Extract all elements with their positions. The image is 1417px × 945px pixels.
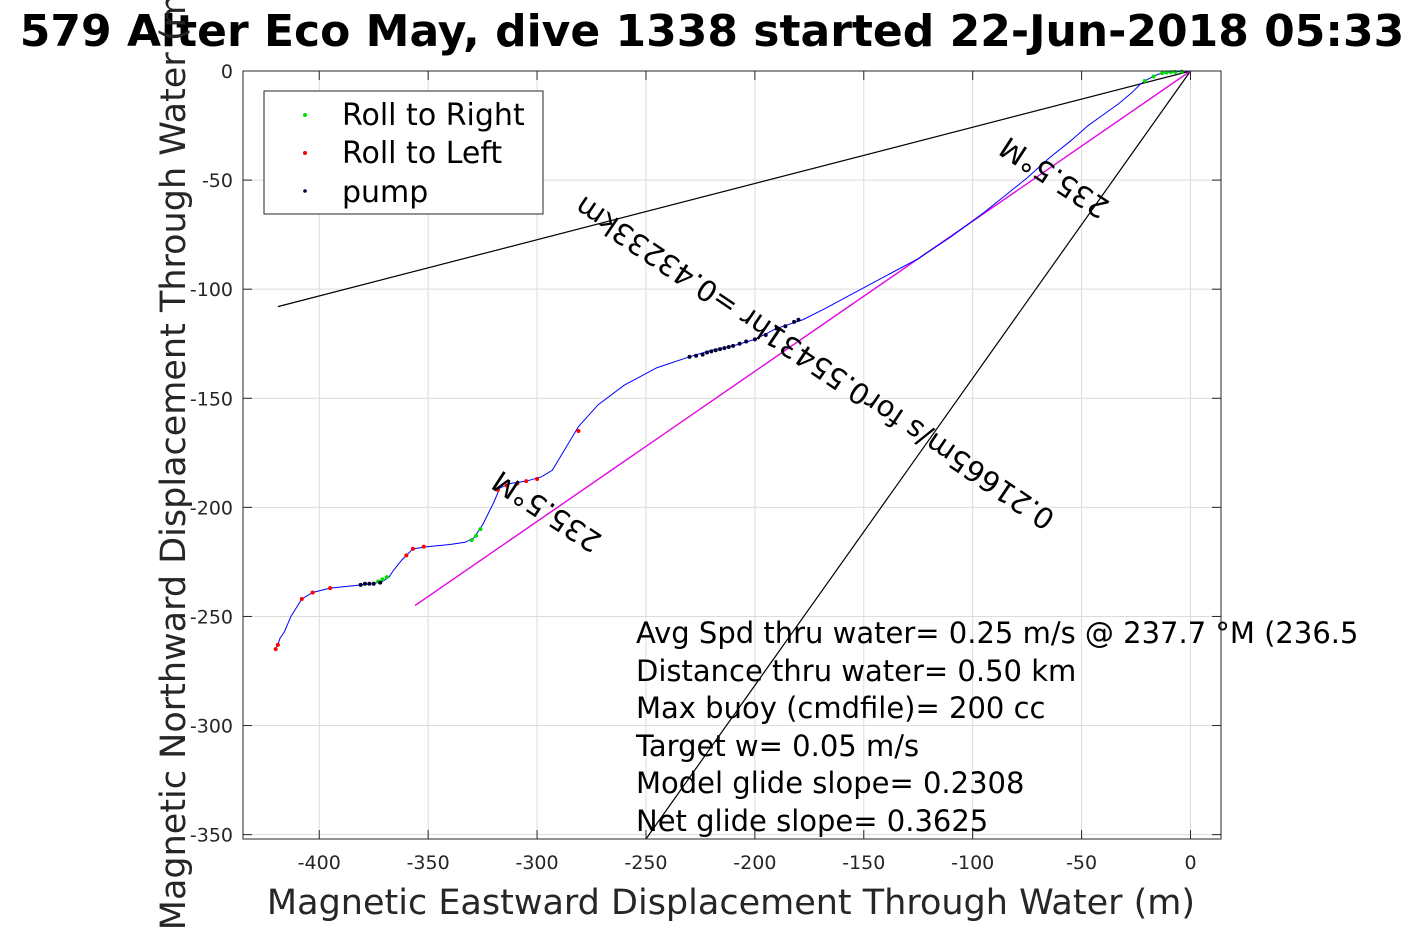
legend-label-roll-right: Roll to Right <box>342 98 525 133</box>
tick-layer: -400 -350 -300 -250 -200 -150 -100 -50 0 0 -50 -100… <box>190 61 1221 874</box>
legend-marker-roll-left <box>303 151 307 155</box>
x-tick-label: -100 <box>951 852 994 874</box>
marker-pump <box>700 352 705 357</box>
marker-roll-left <box>275 642 280 647</box>
annotation-net-glide: Net glide slope= 0.3625 <box>636 804 988 838</box>
marker-pump <box>774 326 779 331</box>
plot-frame <box>242 70 1222 840</box>
marker-roll-right <box>1151 74 1156 79</box>
annotation-target-w: Target w= 0.05 m/s <box>635 729 919 763</box>
marker-pump <box>726 345 731 349</box>
annotation-max-buoy: Max buoy (cmdfile)= 200 cc <box>636 691 1045 725</box>
x-tick-label: 0 <box>1184 852 1196 874</box>
x-tick-label: -250 <box>624 852 667 874</box>
x-tick-label: -400 <box>298 852 341 874</box>
marker-roll-left <box>576 429 581 433</box>
legend-marker-roll-right <box>303 113 307 117</box>
marker-roll-right <box>1164 70 1169 75</box>
marker-roll-left <box>515 481 520 486</box>
marker-roll-right <box>474 533 479 538</box>
x-tick-label: -50 <box>1066 852 1097 874</box>
marker-pump <box>704 350 709 355</box>
marker-pump <box>378 580 383 585</box>
marker-pump <box>362 581 367 586</box>
x-tick-label: -350 <box>407 852 450 874</box>
marker-roll-left <box>410 546 415 551</box>
x-tick-label: -200 <box>733 852 776 874</box>
marker-pump <box>687 354 692 359</box>
marker-pump <box>792 319 797 324</box>
y-tick-label: -250 <box>190 606 233 628</box>
marker-pump <box>367 581 372 586</box>
marker-roll-left <box>421 544 426 549</box>
marker-pump <box>783 324 788 329</box>
marker-roll-left <box>273 647 278 652</box>
y-tick-label: -300 <box>190 716 233 738</box>
marker-pump <box>731 343 736 348</box>
marker-roll-left <box>495 487 500 492</box>
marker-pump <box>371 581 376 586</box>
marker-roll-left <box>328 586 333 591</box>
marker-roll-right <box>1173 69 1178 74</box>
marker-pump <box>752 337 757 342</box>
annotation-block: Avg Spd thru water= 0.25 m/s @ 237.7 °M … <box>635 616 1358 838</box>
legend-marker-pump <box>303 189 307 193</box>
legend-label-roll-left: Roll to Left <box>342 136 502 171</box>
x-axis-label: Magnetic Eastward Displacement Through W… <box>267 883 1195 923</box>
chart-title: 579 Alter Eco May, dive 1338 started 22-… <box>20 6 1404 57</box>
y-tick-label: -200 <box>190 497 233 519</box>
marker-pump <box>722 346 727 351</box>
marker-pump <box>763 333 768 337</box>
marker-roll-right <box>380 577 385 582</box>
heading-label: 235.5°M <box>994 130 1115 225</box>
marker-roll-right <box>384 575 389 580</box>
y-tick-label: -50 <box>202 170 233 192</box>
marker-roll-left <box>299 597 304 601</box>
heading-label: 235.5°M <box>486 464 607 559</box>
marker-pump <box>744 339 749 344</box>
marker-roll-left <box>504 483 509 488</box>
rotated-labels: 235.5°M0.21665m/s for0.55431hr =0.43233k… <box>486 130 1115 559</box>
legend-label-pump: pump <box>342 175 428 210</box>
y-axis-label: Magnetic Northward Displacement Through … <box>154 0 194 930</box>
marker-roll-left <box>310 590 315 595</box>
heading-label: 0.21665m/s for0.55431hr =0.43233km <box>568 189 1060 536</box>
annotation-avg-speed: Avg Spd thru water= 0.25 m/s @ 237.7 °M … <box>636 616 1358 650</box>
marker-pump <box>796 317 801 322</box>
marker-roll-right <box>1179 69 1184 74</box>
marker-pump <box>358 582 363 587</box>
reference-line <box>414 70 1191 607</box>
marker-pump <box>718 347 723 352</box>
marker-pump <box>709 349 714 354</box>
annotation-distance: Distance thru water= 0.50 km <box>636 654 1076 688</box>
reference-line <box>277 70 1191 308</box>
y-tick-label: -150 <box>190 388 233 410</box>
marker-pump <box>694 353 699 358</box>
marker-roll-right <box>1160 71 1165 76</box>
marker-roll-left <box>524 479 529 484</box>
annotation-model-glide: Model glide slope= 0.2308 <box>636 766 1024 800</box>
marker-roll-left <box>535 477 540 481</box>
marker-roll-right <box>469 538 474 543</box>
y-tick-label: -100 <box>190 279 233 301</box>
x-tick-label: -300 <box>515 852 558 874</box>
marker-pump <box>713 348 718 353</box>
legend: Roll to Right Roll to Left pump <box>263 90 544 215</box>
y-tick-label: -350 <box>190 825 233 847</box>
marker-roll-right <box>478 527 483 532</box>
marker-roll-left <box>404 553 409 558</box>
marker-pump <box>737 341 742 346</box>
reference-lines <box>277 70 1191 840</box>
reference-line <box>645 70 1191 840</box>
marker-roll-right <box>1142 78 1147 83</box>
x-tick-label: -150 <box>842 852 885 874</box>
y-tick-label: 0 <box>221 61 233 83</box>
legend-box <box>263 90 544 215</box>
